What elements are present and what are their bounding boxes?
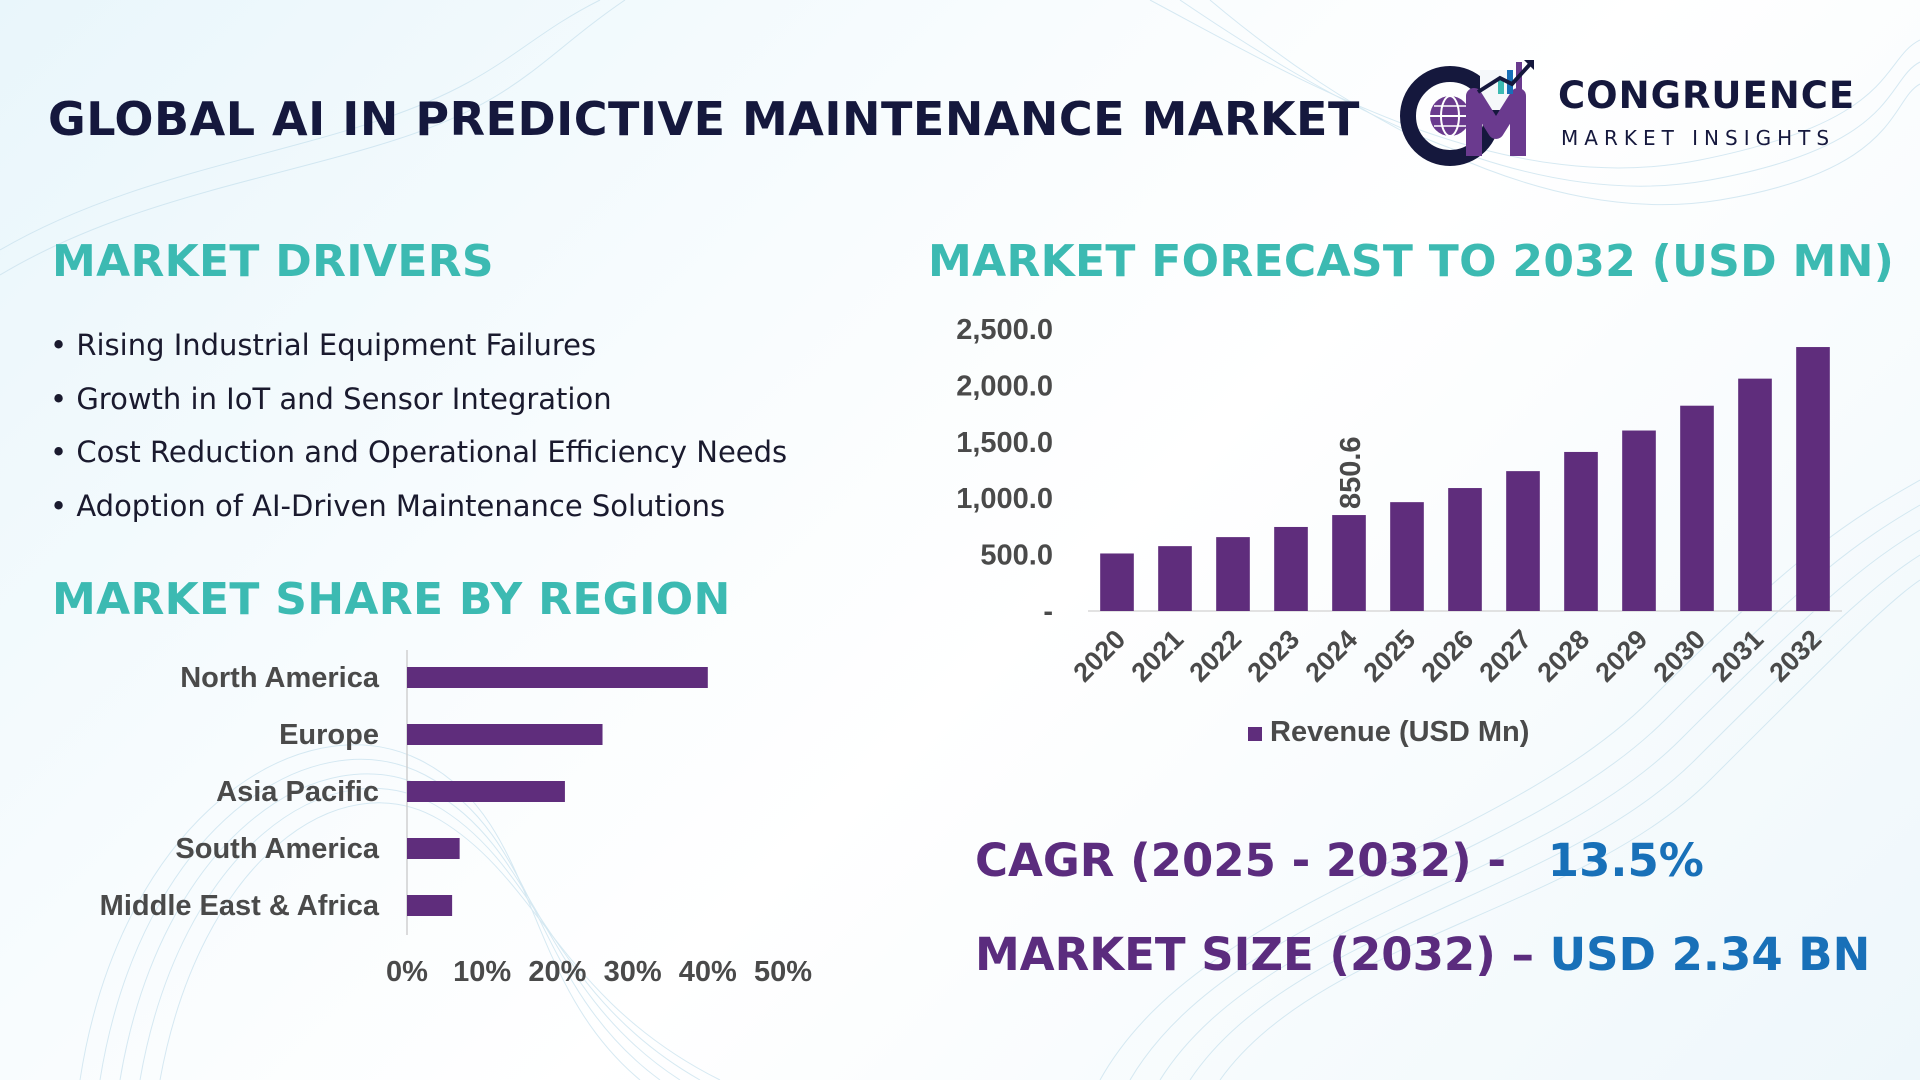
region-bar bbox=[407, 781, 565, 802]
forecast-x-tick-label: 2023 bbox=[1242, 624, 1306, 688]
forecast-bar bbox=[1680, 405, 1714, 611]
market-size-value: USD 2.34 BN bbox=[1549, 928, 1871, 981]
forecast-bar bbox=[1216, 537, 1250, 611]
driver-item: Rising Industrial Equipment Failures bbox=[50, 322, 787, 376]
market-size-line: MARKET SIZE (2032) – USD 2.34 BN bbox=[975, 928, 1870, 981]
cagr-label: CAGR (2025 - 2032) - bbox=[975, 834, 1507, 887]
forecast-x-tick-label: 2025 bbox=[1358, 624, 1422, 688]
region-share-chart: North America Europe Asia Pacific South Ame… bbox=[100, 650, 812, 988]
forecast-bar bbox=[1564, 451, 1598, 611]
region-category-label: Middle East & Africa bbox=[100, 890, 380, 922]
region-x-tick-label: 40% bbox=[679, 956, 737, 988]
forecast-bar bbox=[1738, 378, 1772, 611]
forecast-y-tick-label: 2,500.0 bbox=[956, 314, 1053, 346]
region-category-label: North America bbox=[180, 662, 380, 694]
forecast-x-tick-label: 2027 bbox=[1474, 624, 1538, 688]
forecast-x-tick-label: 2028 bbox=[1532, 624, 1596, 688]
forecast-y-tick-label: 1,000.0 bbox=[956, 483, 1053, 515]
globe-bar-chart-icon bbox=[1400, 60, 1534, 166]
region-heading: MARKET SHARE BY REGION bbox=[52, 574, 731, 625]
brand-logo: CONGRUENCE MARKET INSIGHTS bbox=[1400, 56, 1870, 166]
legend-swatch bbox=[1248, 727, 1262, 741]
driver-item: Cost Reduction and Operational Efficienc… bbox=[50, 429, 787, 483]
forecast-x-tick-label: 2029 bbox=[1590, 624, 1654, 688]
forecast-heading: MARKET FORECAST TO 2032 (USD MN) bbox=[928, 236, 1895, 287]
logo-tagline: MARKET INSIGHTS bbox=[1561, 126, 1836, 150]
region-bar bbox=[407, 895, 453, 916]
drivers-heading: MARKET DRIVERS bbox=[52, 236, 494, 287]
forecast-bar bbox=[1448, 488, 1482, 611]
forecast-y-tick-label: 2,000.0 bbox=[956, 370, 1053, 402]
region-category-label: Asia Pacific bbox=[216, 776, 379, 808]
forecast-x-tick-label: 2024 bbox=[1300, 624, 1364, 688]
region-x-tick-label: 30% bbox=[604, 956, 662, 988]
legend-label: Revenue (USD Mn) bbox=[1270, 716, 1529, 748]
forecast-x-tick-label: 2032 bbox=[1764, 624, 1828, 688]
forecast-bar bbox=[1158, 546, 1192, 611]
region-category-label: Europe bbox=[279, 719, 379, 751]
market-size-label: MARKET SIZE (2032) – bbox=[975, 928, 1534, 981]
drivers-list: Rising Industrial Equipment Failures Gro… bbox=[50, 322, 787, 536]
region-x-tick-label: 50% bbox=[754, 956, 812, 988]
forecast-y-tick-label: - bbox=[1043, 596, 1053, 628]
page-title: GLOBAL AI IN PREDICTIVE MAINTENANCE MARK… bbox=[48, 92, 1360, 146]
forecast-x-tick-label: 2022 bbox=[1184, 624, 1248, 688]
region-bar bbox=[407, 667, 708, 688]
forecast-data-label: 850.6 bbox=[1335, 436, 1367, 509]
region-x-tick-label: 10% bbox=[453, 956, 511, 988]
region-category-label: South America bbox=[175, 833, 379, 865]
forecast-bar bbox=[1390, 502, 1424, 611]
forecast-x-tick-label: 2026 bbox=[1416, 624, 1480, 688]
forecast-revenue-chart: -500.01,000.01,500.02,000.02,500.0202020… bbox=[956, 314, 1842, 748]
forecast-x-tick-label: 2020 bbox=[1068, 624, 1132, 688]
forecast-bar bbox=[1100, 553, 1134, 611]
driver-item: Adoption of AI-Driven Maintenance Soluti… bbox=[50, 483, 787, 537]
cagr-value: 13.5% bbox=[1547, 834, 1704, 887]
forecast-bar bbox=[1274, 526, 1308, 611]
region-bar bbox=[407, 838, 460, 859]
forecast-x-tick-label: 2030 bbox=[1648, 624, 1712, 688]
driver-item: Growth in IoT and Sensor Integration bbox=[50, 376, 787, 430]
forecast-x-tick-label: 2031 bbox=[1706, 624, 1770, 688]
region-bar bbox=[407, 724, 603, 745]
forecast-bar bbox=[1332, 515, 1366, 611]
region-x-tick-label: 0% bbox=[386, 956, 428, 988]
cagr-line: CAGR (2025 - 2032) - 13.5% bbox=[975, 834, 1704, 887]
forecast-bar bbox=[1796, 347, 1830, 611]
forecast-y-tick-label: 1,500.0 bbox=[956, 427, 1053, 459]
forecast-y-tick-label: 500.0 bbox=[980, 540, 1053, 572]
forecast-x-tick-label: 2021 bbox=[1126, 624, 1190, 688]
region-x-tick-label: 20% bbox=[528, 956, 586, 988]
forecast-bar bbox=[1622, 430, 1656, 611]
logo-brand-name: CONGRUENCE bbox=[1558, 74, 1856, 117]
forecast-bar bbox=[1506, 471, 1540, 611]
